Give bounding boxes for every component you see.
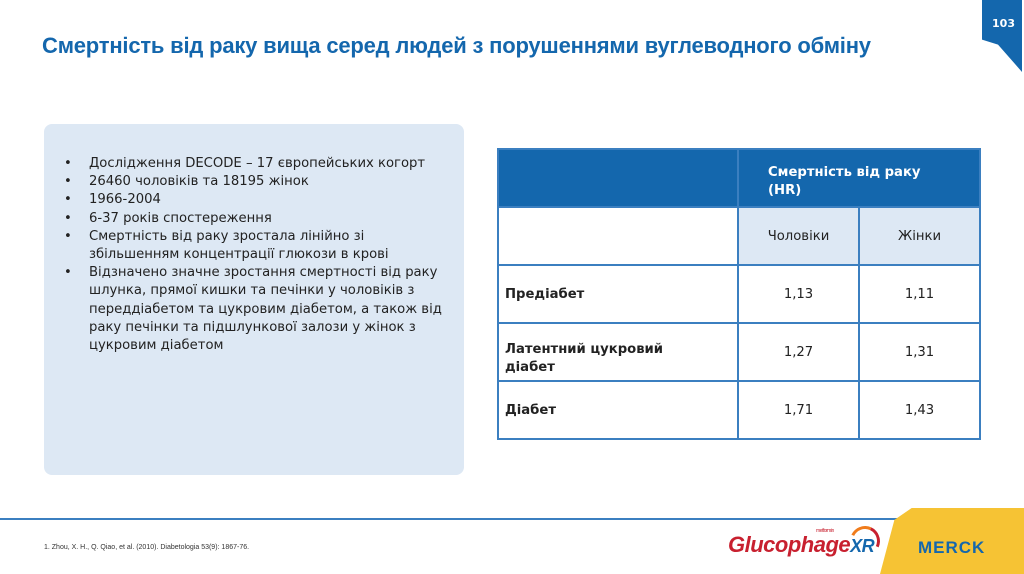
glucophage-logo-text: Glucophage bbox=[728, 532, 851, 557]
summary-bullet-list: Дослідження DECODE – 17 європейських ког… bbox=[62, 155, 452, 355]
value-women: 1,43 bbox=[858, 380, 981, 440]
table-row: Латентний цукровий діабет 1,27 1,31 bbox=[497, 322, 981, 382]
bullet-item: Відзначено значне зростання смертності в… bbox=[62, 264, 452, 355]
row-label: Латентний цукровий діабет bbox=[497, 322, 739, 382]
glucophage-logo: GlucophageXR metformin bbox=[728, 521, 885, 561]
footer-divider bbox=[0, 518, 940, 520]
row-label: Діабет bbox=[497, 380, 739, 440]
subheader-empty-cell bbox=[497, 206, 739, 266]
table-row: Діабет 1,71 1,43 bbox=[497, 380, 981, 440]
page-number-tab bbox=[982, 0, 1022, 72]
bullet-item: Смертність від раку зростала лінійно зі … bbox=[62, 228, 452, 264]
column-header-men: Чоловіки bbox=[737, 206, 860, 266]
value-men: 1,13 bbox=[737, 264, 860, 324]
glucophage-logo-suffix: XR bbox=[850, 536, 875, 556]
table-row: Предіабет 1,13 1,11 bbox=[497, 264, 981, 324]
page-title: Смертність від раку вища серед людей з п… bbox=[42, 33, 871, 58]
page-number: 103 bbox=[992, 17, 1015, 30]
table-header-row: Смертність від раку (HR) bbox=[497, 148, 981, 208]
reference-citation: 1. Zhou, X. H., Q. Qiao, et al. (2010). … bbox=[44, 544, 250, 551]
value-women: 1,11 bbox=[858, 264, 981, 324]
table-header: Смертність від раку (HR) bbox=[737, 148, 981, 208]
bullet-item: 6-37 років спостереження bbox=[62, 210, 452, 228]
column-header-women: Жінки bbox=[858, 206, 981, 266]
value-women: 1,31 bbox=[858, 322, 981, 382]
value-men: 1,27 bbox=[737, 322, 860, 382]
value-men: 1,71 bbox=[737, 380, 860, 440]
merck-logo: MERCK bbox=[918, 538, 986, 557]
hazard-ratio-table: Смертність від раку (HR) Чоловіки Жінки … bbox=[497, 148, 981, 440]
bullet-item: 26460 чоловіків та 18195 жінок bbox=[62, 173, 452, 191]
row-label: Предіабет bbox=[497, 264, 739, 324]
glucophage-logo-tagline: metformin bbox=[816, 528, 834, 534]
bullet-item: Дослідження DECODE – 17 європейських ког… bbox=[62, 155, 452, 173]
table-subheader-row: Чоловіки Жінки bbox=[497, 206, 981, 266]
header-empty-cell bbox=[497, 148, 739, 208]
merck-logo-background bbox=[880, 508, 1024, 574]
bullet-item: 1966-2004 bbox=[62, 191, 452, 209]
